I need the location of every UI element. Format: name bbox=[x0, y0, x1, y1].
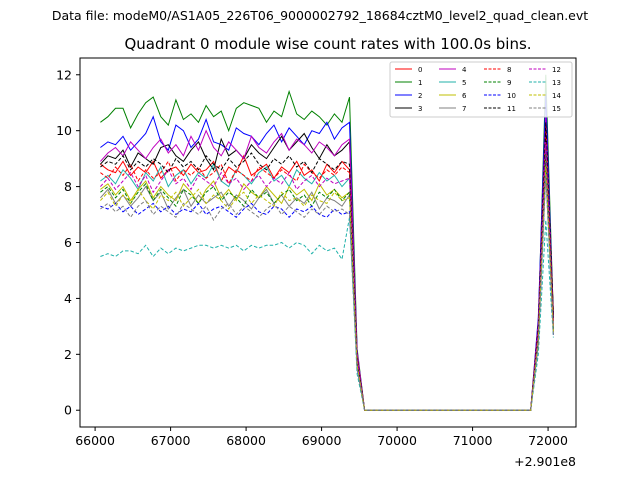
legend-label-9: 9 bbox=[507, 79, 511, 87]
legend-label-11: 11 bbox=[507, 105, 516, 113]
legend-label-8: 8 bbox=[507, 66, 511, 74]
y-axis: 0 2 4 6 8 10 12 bbox=[56, 67, 80, 418]
legend-label-10: 10 bbox=[507, 92, 516, 100]
legend-label-14: 14 bbox=[552, 92, 561, 100]
legend-label-12: 12 bbox=[552, 66, 561, 74]
series-line-10 bbox=[100, 172, 554, 411]
x-tick-label: 66000 bbox=[75, 433, 115, 448]
x-tick-label: 71000 bbox=[453, 433, 493, 448]
y-tick-label: 6 bbox=[64, 235, 72, 250]
y-tick-label: 4 bbox=[64, 291, 72, 306]
x-offset-label: +2.901e8 bbox=[514, 454, 576, 469]
legend-label-2: 2 bbox=[418, 92, 422, 100]
legend-label-15: 15 bbox=[552, 105, 561, 113]
y-tick-label: 0 bbox=[64, 403, 72, 418]
legend-label-13: 13 bbox=[552, 79, 561, 87]
y-tick-label: 10 bbox=[56, 123, 72, 138]
y-tick-label: 8 bbox=[64, 179, 72, 194]
legend-label-1: 1 bbox=[418, 79, 422, 87]
x-tick-label: 68000 bbox=[226, 433, 266, 448]
legend-label-5: 5 bbox=[462, 79, 466, 87]
legend-label-7: 7 bbox=[462, 105, 466, 113]
y-tick-label: 2 bbox=[64, 347, 72, 362]
series-line-12 bbox=[100, 141, 554, 411]
x-tick-label: 72000 bbox=[528, 433, 568, 448]
x-axis: 66000 67000 68000 69000 70000 71000 72000 bbox=[75, 427, 568, 448]
series-line-15 bbox=[100, 175, 554, 411]
legend-label-4: 4 bbox=[462, 66, 467, 74]
series-line-9 bbox=[100, 152, 554, 411]
y-tick-label: 12 bbox=[56, 67, 72, 82]
legend-label-3: 3 bbox=[418, 105, 422, 113]
series-line-14 bbox=[100, 166, 554, 411]
series-layer bbox=[100, 74, 554, 411]
legend-box bbox=[389, 61, 573, 118]
figure-suptitle: Data file: modeM0/AS1A05_226T06_90000027… bbox=[52, 8, 588, 23]
x-tick-label: 67000 bbox=[151, 433, 191, 448]
legend-label-6: 6 bbox=[462, 92, 467, 100]
x-tick-label: 70000 bbox=[377, 433, 417, 448]
chart-title: Quadrant 0 module wise count rates with … bbox=[124, 35, 531, 53]
legend-label-0: 0 bbox=[418, 66, 422, 74]
x-tick-label: 69000 bbox=[302, 433, 342, 448]
